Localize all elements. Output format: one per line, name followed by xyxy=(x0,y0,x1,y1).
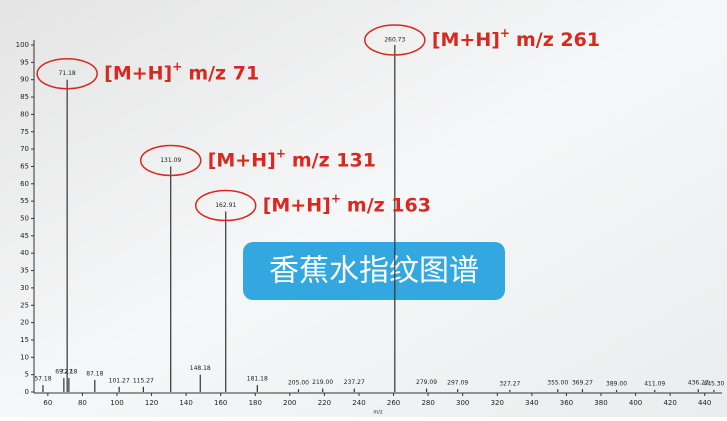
y-tick-label: 50 xyxy=(20,215,29,223)
peak-label: 260.73 xyxy=(384,37,405,44)
y-tick-label: 35 xyxy=(20,267,29,275)
peak-label: 205.00 xyxy=(288,380,309,387)
peak-label: 445.30 xyxy=(703,380,724,387)
highlight-ring xyxy=(364,24,426,56)
peak-label: 69.27 xyxy=(55,369,72,376)
x-axis-label: m/z xyxy=(373,410,383,416)
peak-label: 297.09 xyxy=(447,380,468,387)
x-tick-label: 280 xyxy=(421,399,434,407)
peak-label: 181.18 xyxy=(247,376,268,383)
x-tick-label: 360 xyxy=(560,399,573,407)
x-tick-label: 220 xyxy=(318,399,331,407)
annotation-ion: [M+H] xyxy=(208,149,276,171)
annotation-mz: m/z 163 xyxy=(347,194,431,216)
y-tick-label: 80 xyxy=(20,110,29,118)
y-tick-label: 40 xyxy=(20,249,29,257)
peak-label: 219.00 xyxy=(312,379,333,386)
peak-label: 115.27 xyxy=(133,377,154,384)
peak-label: 57.18 xyxy=(34,376,51,383)
y-tick-label: 55 xyxy=(20,197,29,205)
x-tick-label: 320 xyxy=(491,399,504,407)
y-tick-label: 10 xyxy=(20,353,29,361)
peak-label: 279.09 xyxy=(416,379,437,386)
peak-label: 436.27 xyxy=(688,380,709,387)
y-tick-label: 95 xyxy=(20,58,29,66)
annotation-charge: + xyxy=(172,59,182,73)
peak-label: 87.18 xyxy=(86,370,103,377)
peak-label: 131.09 xyxy=(160,157,181,164)
annotation-ion: [M+H] xyxy=(263,194,331,216)
y-tick-label: 60 xyxy=(20,180,29,188)
y-tick-label: 20 xyxy=(20,319,29,327)
annotation-mz: m/z 261 xyxy=(516,29,600,51)
annotation-mz: m/z 131 xyxy=(292,149,376,171)
annotation: [M+H]+ m/z 71 xyxy=(104,59,259,84)
annotation-charge: + xyxy=(500,26,510,40)
peak-label: 148.18 xyxy=(190,365,211,372)
x-tick-label: 160 xyxy=(214,399,227,407)
highlight-ring xyxy=(36,57,98,90)
annotation-charge: + xyxy=(331,191,341,205)
x-tick-label: 120 xyxy=(145,399,158,407)
x-tick-label: 420 xyxy=(663,399,676,407)
peak-label: 101.27 xyxy=(109,377,130,384)
banner-text: 香蕉水指纹图谱 xyxy=(269,254,479,289)
peak-label: 327.27 xyxy=(499,380,520,387)
x-tick-label: 240 xyxy=(352,399,365,407)
y-tick-label: 85 xyxy=(20,93,29,101)
y-tick-label: 75 xyxy=(20,128,29,136)
y-tick-label: 30 xyxy=(20,284,29,292)
x-tick-label: 400 xyxy=(629,399,642,407)
y-tick-label: 25 xyxy=(20,301,29,309)
highlight-ring xyxy=(194,189,257,222)
peak-label: 355.00 xyxy=(547,380,568,387)
y-tick-label: 15 xyxy=(20,336,29,344)
x-tick-label: 80 xyxy=(78,399,87,407)
y-tick-label: 65 xyxy=(20,162,29,170)
peak-label: 389.00 xyxy=(606,380,627,387)
peak-label: 71.18 xyxy=(59,70,76,77)
x-tick-label: 60 xyxy=(43,399,52,407)
x-tick-label: 380 xyxy=(594,399,607,407)
banner-box xyxy=(243,242,505,300)
x-tick-label: 180 xyxy=(249,399,262,407)
y-tick-label: 0 xyxy=(25,388,29,396)
annotation: [M+H]+ m/z 131 xyxy=(208,146,376,171)
y-tick-label: 100 xyxy=(16,41,29,49)
x-tick-label: 100 xyxy=(110,399,123,407)
x-tick-label: 440 xyxy=(698,399,711,407)
x-tick-label: 300 xyxy=(456,399,469,407)
y-tick-label: 70 xyxy=(20,145,29,153)
x-tick-label: 260 xyxy=(387,399,400,407)
y-tick-label: 45 xyxy=(20,232,29,240)
x-tick-label: 200 xyxy=(283,399,296,407)
peak-label: 72.18 xyxy=(60,369,77,376)
peak-label: 369.27 xyxy=(572,380,593,387)
annotation: [M+H]+ m/z 261 xyxy=(432,26,600,51)
x-tick-label: 340 xyxy=(525,399,538,407)
annotation-ion: [M+H] xyxy=(432,29,500,51)
peak-label: 237.27 xyxy=(344,379,365,386)
annotation: [M+H]+ m/z 163 xyxy=(263,191,431,216)
annotation-mz: m/z 71 xyxy=(188,62,259,84)
peak-label: 162.91 xyxy=(215,202,236,209)
y-tick-label: 90 xyxy=(20,76,29,84)
peak-label: 411.09 xyxy=(644,380,665,387)
annotation-ion: [M+H] xyxy=(104,62,172,84)
x-tick-label: 140 xyxy=(179,399,192,407)
y-tick-label: 5 xyxy=(25,371,29,379)
annotation-charge: + xyxy=(276,146,286,160)
highlight-ring xyxy=(139,144,202,177)
